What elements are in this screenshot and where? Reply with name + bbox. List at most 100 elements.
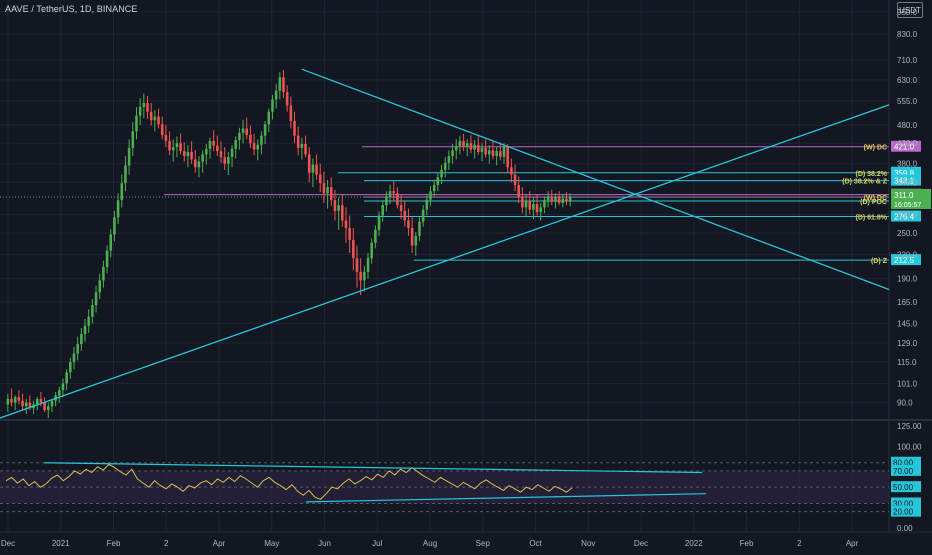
- candle-body: [46, 406, 50, 411]
- candle-body: [329, 187, 333, 201]
- candle-body: [72, 353, 76, 362]
- candle-body: [142, 103, 146, 108]
- candle-body: [300, 144, 304, 148]
- candle-body: [201, 154, 204, 162]
- candle-body: [168, 140, 171, 151]
- candle-body: [94, 292, 98, 306]
- candle-body: [407, 220, 410, 228]
- price-level-label: (D) POC: [860, 199, 887, 206]
- candles: [6, 70, 572, 418]
- x-tick-label: 2021: [52, 539, 70, 548]
- candle-body: [568, 196, 572, 202]
- trendlines: [0, 68, 890, 419]
- countdown-value: 16:05:57: [894, 202, 921, 209]
- candle-body: [50, 400, 54, 407]
- candle-body: [171, 147, 175, 151]
- candle-body: [208, 140, 212, 149]
- y-tick-label: 165.0: [897, 298, 918, 307]
- candle-body: [138, 107, 142, 116]
- price-level-value: 421.0: [894, 143, 915, 152]
- candle-body: [58, 390, 61, 396]
- x-tick-label: Jun: [318, 539, 331, 548]
- candle-body: [113, 217, 116, 235]
- candle-body: [532, 204, 535, 210]
- price-level-label: (D) 61.8%: [855, 215, 887, 222]
- rsi-level-tag: [891, 505, 921, 517]
- candle-body: [135, 115, 138, 132]
- candle-body: [341, 205, 344, 221]
- candle-body: [157, 116, 160, 125]
- candle-body: [28, 402, 32, 409]
- trendline-descending: [301, 68, 890, 291]
- axes: Dec 2021 Feb 2 Apr May Jun Jul Aug Sep Oct Nov Dec 20…: [1, 8, 918, 548]
- price-level-label: (W) DC: [864, 195, 887, 202]
- rsi-level-value: 30.00: [893, 499, 914, 508]
- price-level-value: 276.4: [894, 213, 915, 222]
- candle-body: [190, 151, 193, 160]
- candle-body: [546, 196, 550, 201]
- x-tick-label: Sep: [476, 539, 491, 548]
- price-level-label: (W) DC: [864, 145, 887, 152]
- y-tick-label: 555.0: [897, 97, 918, 106]
- candle-body: [35, 398, 39, 405]
- candle-body: [149, 111, 153, 121]
- candle-body: [535, 204, 539, 213]
- candle-body: [285, 92, 289, 106]
- rsi-tick-label: 0.00: [897, 524, 913, 533]
- candle-body: [271, 99, 274, 112]
- candle-body: [256, 144, 260, 150]
- candle-body: [65, 372, 68, 384]
- candle-body: [61, 383, 65, 391]
- rsi-level-tag: [891, 464, 921, 476]
- candle-body: [554, 197, 557, 202]
- x-tick-label: 2: [797, 539, 802, 548]
- candle-body: [488, 150, 491, 155]
- candle-body: [153, 116, 157, 121]
- candle-body: [414, 235, 418, 246]
- candle-body: [377, 215, 381, 230]
- candle-body: [495, 151, 498, 157]
- candle-body: [304, 144, 307, 155]
- y-tick-label: 115.0: [897, 358, 917, 367]
- candle-body: [410, 227, 414, 246]
- candle-body: [274, 90, 278, 100]
- currency-button[interactable]: USDT: [897, 2, 923, 18]
- rsi-level-value: 80.00: [893, 459, 914, 468]
- price-level-tag: [891, 140, 921, 152]
- candle-body: [443, 162, 447, 170]
- candle-body: [91, 305, 94, 317]
- current-price-tag: [891, 188, 931, 209]
- candle-body: [521, 196, 524, 208]
- candle-body: [109, 234, 113, 251]
- rsi-level-value: 70.00: [893, 467, 914, 476]
- x-tick-label: Oct: [529, 539, 542, 548]
- candle-body: [241, 128, 245, 133]
- candle-body: [131, 131, 135, 148]
- candle-body: [392, 191, 396, 194]
- candle-body: [370, 242, 373, 259]
- rsi-level-value: 50.00: [893, 483, 914, 492]
- price-level-value: 359.8: [894, 169, 915, 178]
- candle-body: [337, 205, 340, 211]
- candle-body: [326, 187, 329, 194]
- rsi-trendline-upper: [43, 462, 703, 474]
- candle-body: [182, 151, 186, 157]
- y-tick-label: 340.0: [897, 178, 918, 187]
- candle-body: [238, 132, 241, 141]
- x-tick-label: Dec: [634, 539, 648, 548]
- x-tick-label: Apr: [213, 539, 226, 548]
- candle-body: [311, 164, 315, 173]
- price-level-label: (D) Z: [871, 258, 888, 265]
- candle-body: [491, 150, 495, 157]
- candle-body: [83, 325, 87, 335]
- x-tick-label: Jul: [372, 539, 382, 548]
- candle-body: [454, 146, 458, 151]
- candle-body: [359, 271, 362, 281]
- candle-body: [543, 200, 546, 208]
- price-levels: (W) DC 421.0 (D) 38.2% 359.8 (D) 38.2% & Z 34…: [0, 140, 931, 266]
- candle-body: [557, 197, 561, 203]
- x-tick-label: Apr: [846, 539, 859, 548]
- candle-body: [517, 185, 520, 197]
- rsi-level-tag: [891, 481, 921, 493]
